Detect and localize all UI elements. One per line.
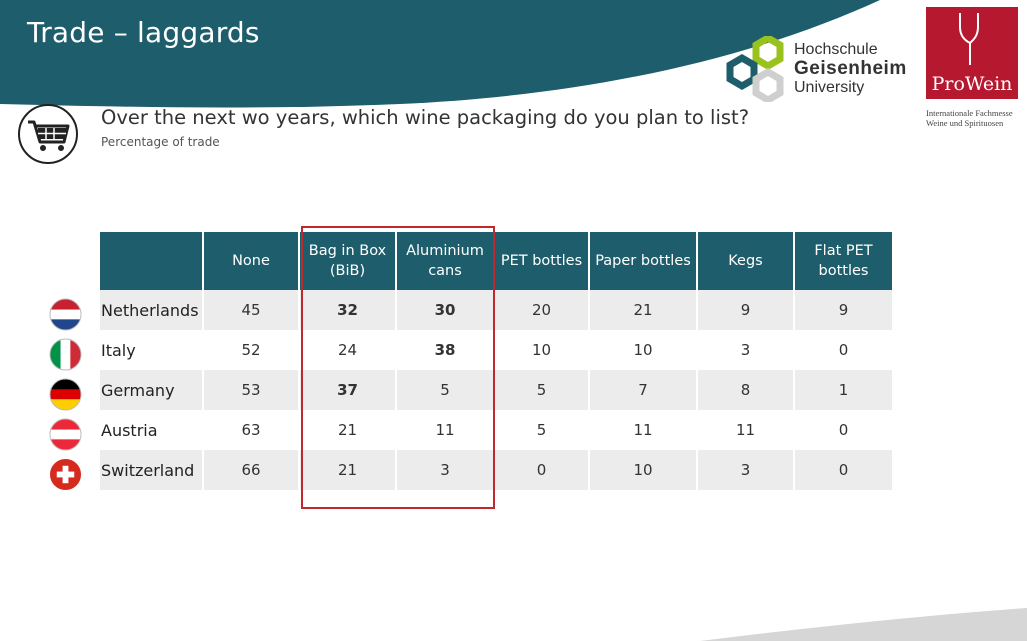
header-pet-bottles: PET bottles — [495, 232, 590, 290]
cell-flat-pet-bottles: 0 — [795, 330, 892, 370]
austria-flag-icon — [49, 418, 82, 451]
hexagon-logo-icon — [726, 36, 784, 102]
cell-flat-pet-bottles: 0 — [795, 450, 892, 490]
cell-pet-bottles: 5 — [495, 370, 590, 410]
survey-subtitle: Percentage of trade — [101, 135, 220, 149]
cell-aluminium-cans: 38 — [397, 330, 495, 370]
cell-bag-in-box: 21 — [300, 410, 397, 450]
cell-paper-bottles: 7 — [590, 370, 698, 410]
shopping-cart-icon — [18, 104, 78, 164]
cell-aluminium-cans: 5 — [397, 370, 495, 410]
country-name: Netherlands — [100, 290, 204, 330]
cell-none: 45 — [204, 290, 300, 330]
table-row: Switzerland 66 21 3 0 10 3 0 — [100, 450, 892, 490]
header-aluminium-cans-label: Aluminium cans — [406, 243, 484, 279]
header-bag-in-box-label: Bag in Box (BiB) — [308, 243, 387, 279]
header-country — [100, 232, 204, 290]
netherlands-flag-icon — [49, 298, 82, 331]
cell-kegs: 11 — [698, 410, 795, 450]
cell-pet-bottles: 5 — [495, 410, 590, 450]
cell-paper-bottles: 10 — [590, 330, 698, 370]
prowein-name: ProWein — [931, 73, 1013, 95]
header-bag-in-box: Bag in Box (BiB) — [300, 232, 397, 290]
cell-flat-pet-bottles: 9 — [795, 290, 892, 330]
header-none: None — [204, 232, 300, 290]
prowein-tagline-line1: Internationale Fachmesse — [926, 108, 1013, 118]
cell-paper-bottles: 11 — [590, 410, 698, 450]
header-flat-pet-bottles: Flat PET bottles — [795, 232, 892, 290]
cell-pet-bottles: 0 — [495, 450, 590, 490]
prowein-tagline-line2: Weine und Spirituosen — [926, 118, 1004, 128]
cell-paper-bottles: 21 — [590, 290, 698, 330]
country-name: Italy — [100, 330, 204, 370]
packaging-table: None Bag in Box (BiB) Aluminium cans PET… — [100, 232, 892, 490]
logo-line-hochschule: Hochschule — [794, 41, 878, 58]
cell-none: 53 — [204, 370, 300, 410]
prowein-tagline: Internationale Fachmesse Weine und Spiri… — [926, 108, 1026, 128]
germany-flag-icon — [49, 378, 82, 411]
cell-kegs: 9 — [698, 290, 795, 330]
table-row: Netherlands 45 32 30 20 21 9 9 — [100, 290, 892, 330]
cell-pet-bottles: 10 — [495, 330, 590, 370]
prowein-logo: ProWein — [926, 7, 1018, 99]
cell-flat-pet-bottles: 1 — [795, 370, 892, 410]
cell-bag-in-box: 21 — [300, 450, 397, 490]
cell-none: 63 — [204, 410, 300, 450]
italy-flag-icon — [49, 338, 82, 371]
header-kegs: Kegs — [698, 232, 795, 290]
header-aluminium-cans: Aluminium cans — [397, 232, 495, 290]
table-row: Germany 53 37 5 5 7 8 1 — [100, 370, 892, 410]
country-name: Austria — [100, 410, 204, 450]
header-flat-pet-bottles-label: Flat PET bottles — [814, 243, 873, 279]
table-row: Austria 63 21 11 5 11 11 0 — [100, 410, 892, 450]
table-header-row: None Bag in Box (BiB) Aluminium cans PET… — [100, 232, 892, 290]
cell-none: 52 — [204, 330, 300, 370]
survey-question: Over the next wo years, which wine packa… — [101, 106, 750, 129]
wine-glasses-icon — [959, 13, 979, 65]
cell-pet-bottles: 20 — [495, 290, 590, 330]
header-paper-bottles: Paper bottles — [590, 232, 698, 290]
header-band — [0, 0, 880, 108]
switzerland-flag-icon — [49, 458, 82, 491]
cell-flat-pet-bottles: 0 — [795, 410, 892, 450]
cell-none: 66 — [204, 450, 300, 490]
cell-kegs: 3 — [698, 450, 795, 490]
cell-bag-in-box: 24 — [300, 330, 397, 370]
cell-aluminium-cans: 3 — [397, 450, 495, 490]
country-name: Germany — [100, 370, 204, 410]
cell-aluminium-cans: 30 — [397, 290, 495, 330]
slide-title: Trade – laggards — [27, 16, 260, 49]
cell-bag-in-box: 32 — [300, 290, 397, 330]
cell-aluminium-cans: 11 — [397, 410, 495, 450]
table-row: Italy 52 24 38 10 10 3 0 — [100, 330, 892, 370]
country-name: Switzerland — [100, 450, 204, 490]
logo-line-university: University — [794, 79, 865, 96]
cell-kegs: 8 — [698, 370, 795, 410]
cell-kegs: 3 — [698, 330, 795, 370]
logo-line-geisenheim: Geisenheim — [794, 58, 907, 79]
cell-bag-in-box: 37 — [300, 370, 397, 410]
decorative-swoosh — [700, 608, 1027, 641]
cell-paper-bottles: 10 — [590, 450, 698, 490]
hochschule-geisenheim-logo: Hochschule Geisenheim University — [720, 36, 920, 102]
